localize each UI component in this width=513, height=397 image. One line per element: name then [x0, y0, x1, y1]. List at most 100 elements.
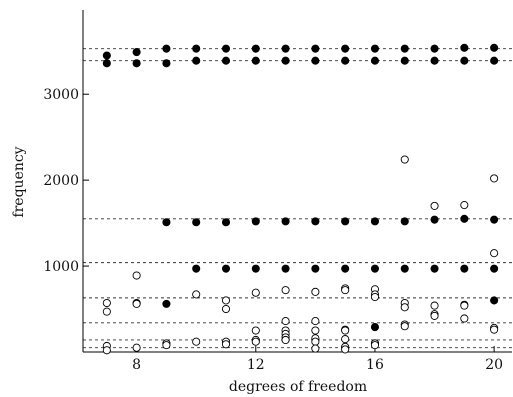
open-point [102, 346, 111, 355]
filled-point [341, 44, 350, 53]
filled-point [490, 56, 499, 65]
y-axis-label: frequency [11, 146, 27, 217]
filled-point [162, 218, 171, 227]
filled-point [281, 56, 290, 65]
filled-point [251, 217, 260, 226]
open-point [192, 290, 201, 299]
reference-lines [83, 48, 512, 349]
open-point [281, 317, 290, 326]
filled-point [341, 56, 350, 65]
open-point [221, 304, 231, 314]
open-point [221, 296, 231, 305]
filled-point [460, 56, 469, 65]
x-tick-label: 20 [485, 357, 503, 373]
filled-point [281, 217, 290, 226]
y-tick-label: 1000 [43, 259, 79, 275]
filled-point [430, 215, 439, 224]
filled-point [251, 264, 260, 273]
filled-point [400, 217, 409, 226]
filled-point [370, 56, 380, 65]
open-point [311, 317, 320, 326]
filled-point [311, 44, 320, 53]
open-point [400, 303, 409, 312]
open-point [192, 337, 201, 346]
filled-point [251, 56, 260, 65]
open-point [311, 337, 320, 346]
axes [82, 10, 512, 353]
open-point [132, 343, 141, 352]
open-point [281, 286, 290, 295]
filled-point [162, 59, 171, 68]
open-point [490, 325, 499, 334]
filled-point [400, 44, 409, 53]
filled-point [132, 59, 141, 68]
filled-point [400, 56, 409, 65]
filled-point [192, 56, 201, 65]
filled-point [221, 44, 231, 53]
filled-point [490, 296, 499, 305]
y-tick-label: 2000 [43, 173, 79, 189]
x-tick-label: 12 [247, 357, 265, 373]
open-point [460, 301, 469, 310]
open-point [281, 335, 290, 345]
open-point [430, 301, 439, 310]
open-point [132, 299, 141, 308]
open-point [430, 201, 439, 210]
filled-point [311, 217, 320, 226]
open-point [430, 311, 439, 320]
filled-point [430, 56, 439, 65]
x-tick-label: 16 [366, 357, 384, 373]
open-point [400, 322, 409, 331]
open-point [221, 340, 231, 349]
open-point [162, 341, 171, 350]
filled-point [281, 264, 290, 273]
filled-point [221, 264, 231, 273]
filled-point [460, 214, 469, 223]
y-tick-label: 3000 [43, 87, 79, 103]
x-tick-label: 8 [132, 357, 141, 373]
open-point [311, 326, 320, 335]
open-point [370, 341, 380, 350]
filled-point [341, 264, 350, 273]
filled-point [311, 56, 320, 65]
filled-point [221, 56, 231, 65]
open-point [102, 307, 111, 316]
filled-point [132, 48, 141, 57]
open-point [311, 344, 320, 353]
filled-point [192, 218, 201, 227]
filled-point [251, 44, 260, 53]
filled-point [370, 217, 380, 226]
filled-point [490, 215, 499, 224]
filled-point [490, 264, 499, 273]
filled-point [460, 264, 469, 273]
open-point [251, 326, 260, 335]
open-point [400, 155, 409, 164]
open-point [341, 326, 350, 335]
open-point [341, 345, 350, 354]
open-point [460, 314, 469, 323]
filled-point [430, 264, 439, 273]
filled-point [192, 44, 201, 53]
open-point [311, 287, 320, 296]
filled-point [102, 59, 111, 68]
filled-point [311, 264, 320, 273]
open-point [341, 335, 350, 344]
filled-point [370, 323, 380, 332]
filled-point [490, 43, 499, 52]
open-point [460, 201, 469, 210]
filled-point [281, 44, 290, 53]
x-axis-label: degrees of freedom [229, 379, 367, 395]
filled-point [370, 264, 380, 273]
open-point [490, 249, 499, 258]
open-point [102, 298, 111, 308]
open-point [251, 337, 260, 346]
open-point [341, 286, 350, 295]
data-points [102, 43, 499, 355]
filled-point [400, 264, 409, 273]
filled-point [370, 44, 380, 53]
open-point [370, 292, 380, 302]
open-point [490, 174, 499, 183]
filled-point [102, 51, 111, 60]
filled-point [341, 217, 350, 226]
